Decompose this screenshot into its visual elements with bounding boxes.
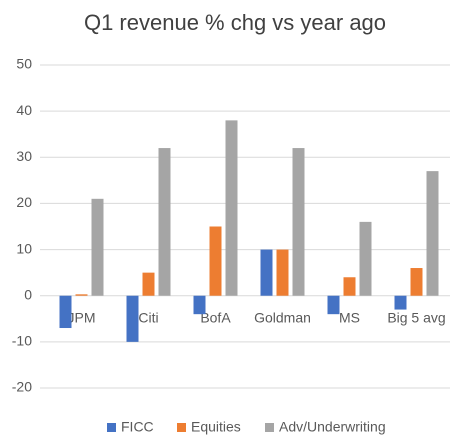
x-tick-label: Goldman	[254, 309, 311, 325]
bar	[225, 120, 238, 296]
bar	[359, 221, 372, 296]
legend-label: Equities	[191, 419, 241, 435]
x-tick-label: Big 5 avg	[387, 309, 445, 325]
bar	[209, 226, 222, 296]
y-tick-label: -20	[12, 379, 32, 395]
bar	[75, 294, 88, 296]
bar	[193, 295, 206, 315]
bar	[59, 295, 72, 329]
y-tick-label: 30	[16, 148, 32, 164]
legend-swatch	[265, 423, 274, 432]
bar	[394, 295, 407, 310]
bar	[410, 268, 423, 296]
legend-label: Adv/Underwriting	[279, 419, 386, 435]
legend-swatch	[107, 423, 116, 432]
bar	[91, 198, 104, 296]
bar	[327, 295, 340, 315]
bar	[158, 148, 171, 296]
bar	[276, 249, 289, 296]
y-tick-label: -10	[12, 333, 32, 349]
bar	[292, 148, 305, 296]
bar	[426, 171, 439, 296]
x-tick-label: BofA	[200, 309, 231, 325]
y-tick-label: 50	[16, 56, 32, 72]
x-tick-label: Citi	[138, 309, 158, 325]
bar	[126, 295, 139, 342]
y-tick-label: 10	[16, 240, 32, 256]
y-tick-label: 0	[24, 286, 32, 302]
bar	[142, 272, 155, 296]
x-tick-label: JPM	[68, 309, 96, 325]
y-tick-label: 40	[16, 102, 32, 118]
legend-label: FICC	[121, 419, 154, 435]
bar	[343, 277, 356, 296]
legend-swatch	[177, 423, 186, 432]
y-tick-label: 20	[16, 194, 32, 210]
chart-title: Q1 revenue % chg vs year ago	[84, 10, 386, 35]
x-tick-label: MS	[339, 309, 360, 325]
bar	[260, 249, 273, 296]
